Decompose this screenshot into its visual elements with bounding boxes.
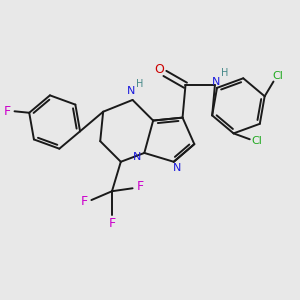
Text: N: N xyxy=(133,152,141,162)
Text: O: O xyxy=(154,62,164,76)
Text: N: N xyxy=(172,163,181,173)
Text: F: F xyxy=(136,180,143,193)
Text: Cl: Cl xyxy=(272,71,283,81)
Text: F: F xyxy=(108,217,116,230)
Text: H: H xyxy=(221,68,229,78)
Text: F: F xyxy=(4,105,11,118)
Text: N: N xyxy=(127,85,135,95)
Text: N: N xyxy=(212,77,220,87)
Text: H: H xyxy=(136,79,144,89)
Text: Cl: Cl xyxy=(252,136,262,146)
Text: F: F xyxy=(80,195,88,208)
